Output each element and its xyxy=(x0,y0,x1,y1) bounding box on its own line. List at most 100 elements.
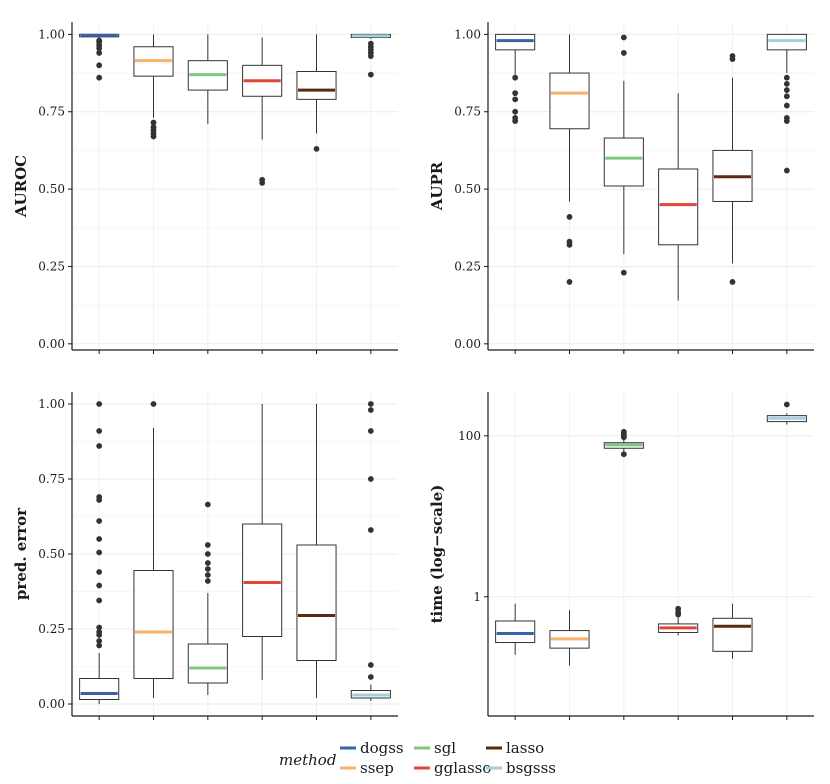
outlier-point xyxy=(367,527,374,533)
y-tick-label: 0.50 xyxy=(38,547,65,561)
legend-label: bsgsss xyxy=(506,759,556,777)
outlier-point xyxy=(783,102,790,109)
outlier-point xyxy=(620,50,627,56)
box-dogss xyxy=(495,603,536,655)
panel-4: 1 100 time (log−scale) xyxy=(428,392,814,720)
outlier-point xyxy=(96,638,103,644)
outlier-point xyxy=(783,87,790,93)
outlier-point xyxy=(729,279,736,285)
outlier-point xyxy=(367,401,374,407)
box-gglasso xyxy=(242,37,283,186)
y-tick-label: 1.00 xyxy=(454,27,481,41)
box-bsgsss xyxy=(766,401,807,425)
outlier-point xyxy=(367,407,374,413)
outlier-point xyxy=(729,56,736,63)
box-iqr xyxy=(296,71,337,100)
box-ssep xyxy=(549,34,590,285)
legend: method dogss ssep sgl gglasso lasso bsgsss xyxy=(279,739,556,777)
box-iqr xyxy=(296,544,337,661)
outlier-point xyxy=(313,145,320,152)
box-gglasso xyxy=(658,605,699,636)
legend-item-dogss: dogss xyxy=(340,739,404,757)
box-sgl xyxy=(187,501,228,695)
outlier-point xyxy=(96,428,103,434)
outlier-point xyxy=(783,80,790,87)
outlier-point xyxy=(150,133,157,140)
legend-title: method xyxy=(279,751,336,769)
box-lasso xyxy=(296,404,337,698)
outlier-point xyxy=(566,214,573,220)
legend-label: dogss xyxy=(360,739,404,757)
outlier-point xyxy=(620,34,627,41)
outlier-point xyxy=(783,93,790,100)
outlier-point xyxy=(367,71,374,78)
panel-2: 0.00 0.25 0.50 0.75 1.00 AUPR xyxy=(428,22,814,354)
y-tick-label: 0.00 xyxy=(38,337,65,351)
legend-label: lasso xyxy=(506,739,544,757)
outlier-point xyxy=(566,241,573,248)
legend-item-sgl: sgl xyxy=(414,739,456,757)
box-iqr xyxy=(133,570,174,679)
y-axis-title: AUPR xyxy=(428,161,446,211)
box-sgl xyxy=(603,34,644,276)
outlier-point xyxy=(367,428,374,434)
legend-label: gglasso xyxy=(434,759,491,777)
legend-item-gglasso: gglasso xyxy=(414,759,491,777)
outlier-point xyxy=(259,180,266,186)
y-tick-label: 0.25 xyxy=(38,259,65,273)
outlier-point xyxy=(367,662,374,668)
box-iqr xyxy=(603,137,644,187)
outlier-point xyxy=(675,611,682,618)
box-sgl xyxy=(187,34,228,125)
outlier-point xyxy=(96,632,103,638)
outlier-point xyxy=(96,497,103,503)
outlier-point xyxy=(150,401,157,407)
box-sgl xyxy=(603,428,644,458)
outlier-point xyxy=(512,108,519,115)
box-iqr xyxy=(712,617,753,652)
box-bsgsss xyxy=(350,33,391,78)
y-tick-label: 0.00 xyxy=(38,697,65,711)
outlier-point xyxy=(96,74,103,81)
outlier-point xyxy=(512,90,519,97)
legend-label: ssep xyxy=(360,759,394,777)
outlier-point xyxy=(204,578,211,584)
outlier-point xyxy=(367,53,374,59)
box-ssep xyxy=(549,610,590,666)
panel-3: 0.00 0.25 0.50 0.75 1.00 pred. error xyxy=(12,392,398,720)
y-tick-label: 0.00 xyxy=(454,337,481,351)
panel-1: 0.00 0.25 0.50 0.75 1.00 AUROC xyxy=(12,22,398,354)
outlier-point xyxy=(96,582,103,589)
y-tick-label: 0.75 xyxy=(454,105,481,119)
legend-item-bsgsss: bsgsss xyxy=(486,759,556,777)
outlier-point xyxy=(96,45,103,52)
y-tick-label: 1.00 xyxy=(38,397,65,411)
outlier-point xyxy=(783,74,790,81)
outlier-point xyxy=(783,118,790,124)
outlier-point xyxy=(512,96,519,103)
box-iqr xyxy=(242,523,283,637)
legend-label: sgl xyxy=(434,739,456,757)
y-tick-label: 0.75 xyxy=(38,472,65,486)
outlier-point xyxy=(96,642,103,649)
y-tick-label: 0.50 xyxy=(454,182,481,196)
box-iqr xyxy=(495,620,536,644)
outlier-point xyxy=(620,269,627,276)
outlier-point xyxy=(204,560,211,566)
outlier-point xyxy=(367,674,374,680)
box-iqr xyxy=(79,678,120,700)
y-axis-title: time (log−scale) xyxy=(428,485,446,624)
y-tick-label: 1 xyxy=(473,590,481,604)
box-bsgsss xyxy=(350,401,391,701)
box-bsgsss xyxy=(766,33,807,174)
outlier-point xyxy=(150,119,157,126)
box-iqr xyxy=(549,72,590,130)
box-dogss xyxy=(79,33,120,81)
y-tick-label: 0.25 xyxy=(454,259,481,273)
y-tick-label: 0.75 xyxy=(38,105,65,119)
box-dogss xyxy=(79,401,120,704)
outlier-point xyxy=(620,451,627,458)
outlier-point xyxy=(96,569,103,575)
box-iqr xyxy=(658,168,699,246)
